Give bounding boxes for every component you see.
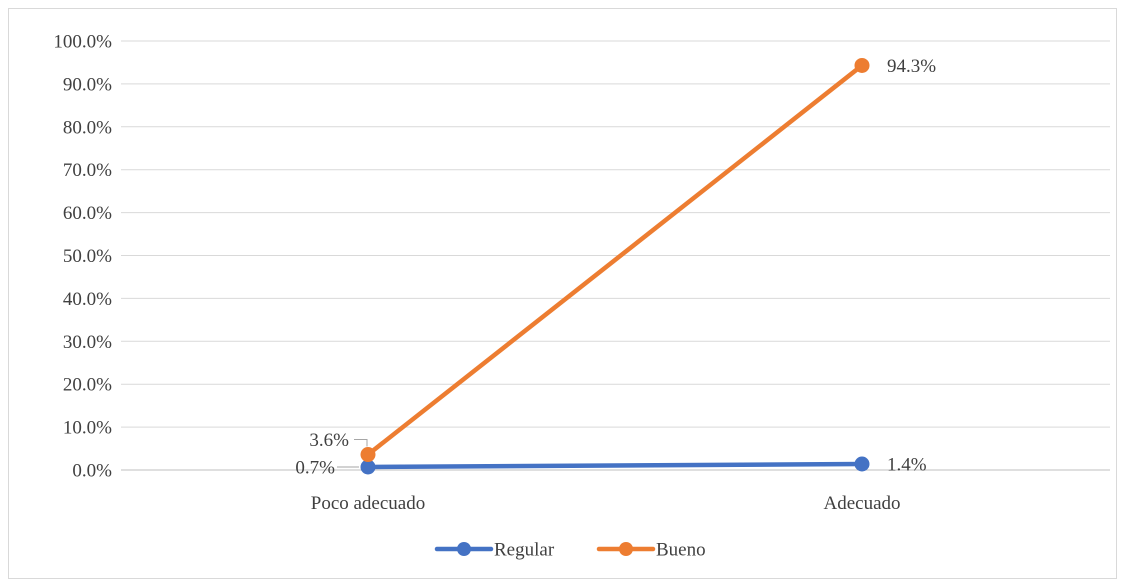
legend-label: Regular	[494, 540, 555, 561]
data-labels: 0.7% 1.4% 3.6% 94.3%	[295, 56, 936, 479]
y-tick-label: 60.0%	[63, 203, 112, 224]
data-point-regular	[360, 459, 376, 475]
y-tick-label: 50.0%	[63, 246, 112, 267]
y-tick-label: 30.0%	[63, 332, 112, 353]
legend-marker-bueno	[619, 542, 633, 556]
y-tick-label: 20.0%	[63, 375, 112, 396]
data-point-bueno	[360, 447, 376, 463]
y-tick-label: 90.0%	[63, 74, 112, 95]
data-point-bueno	[854, 57, 870, 73]
series-line-regular	[365, 461, 865, 470]
x-tick-label: Poco adecuado	[311, 493, 425, 514]
plot-area	[360, 57, 870, 475]
y-tick-label: 100.0%	[53, 32, 112, 53]
y-tick-label: 0.0%	[72, 461, 112, 482]
data-label: 1.4%	[887, 454, 927, 475]
y-axis: 0.0% 10.0% 20.0% 30.0% 40.0% 50.0% 60.0% 70.0% 8…	[53, 32, 112, 482]
y-tick-label: 40.0%	[63, 289, 112, 310]
data-label: 0.7%	[295, 457, 335, 478]
leader-line	[354, 439, 368, 447]
legend-marker-regular	[457, 542, 471, 556]
data-point-regular	[854, 456, 870, 472]
x-axis: Poco adecuado Adecuado	[311, 493, 901, 514]
data-label: 94.3%	[887, 56, 936, 77]
legend-label: Bueno	[656, 540, 706, 561]
x-tick-label: Adecuado	[823, 493, 900, 514]
y-tick-label: 80.0%	[63, 117, 112, 138]
legend: Regular Bueno	[434, 540, 706, 561]
y-tick-label: 10.0%	[63, 418, 112, 439]
chart-area	[8, 8, 1117, 579]
data-label: 3.6%	[309, 430, 349, 451]
gridlines	[121, 40, 1110, 471]
y-tick-label: 70.0%	[63, 160, 112, 181]
series-line-bueno	[365, 63, 865, 457]
